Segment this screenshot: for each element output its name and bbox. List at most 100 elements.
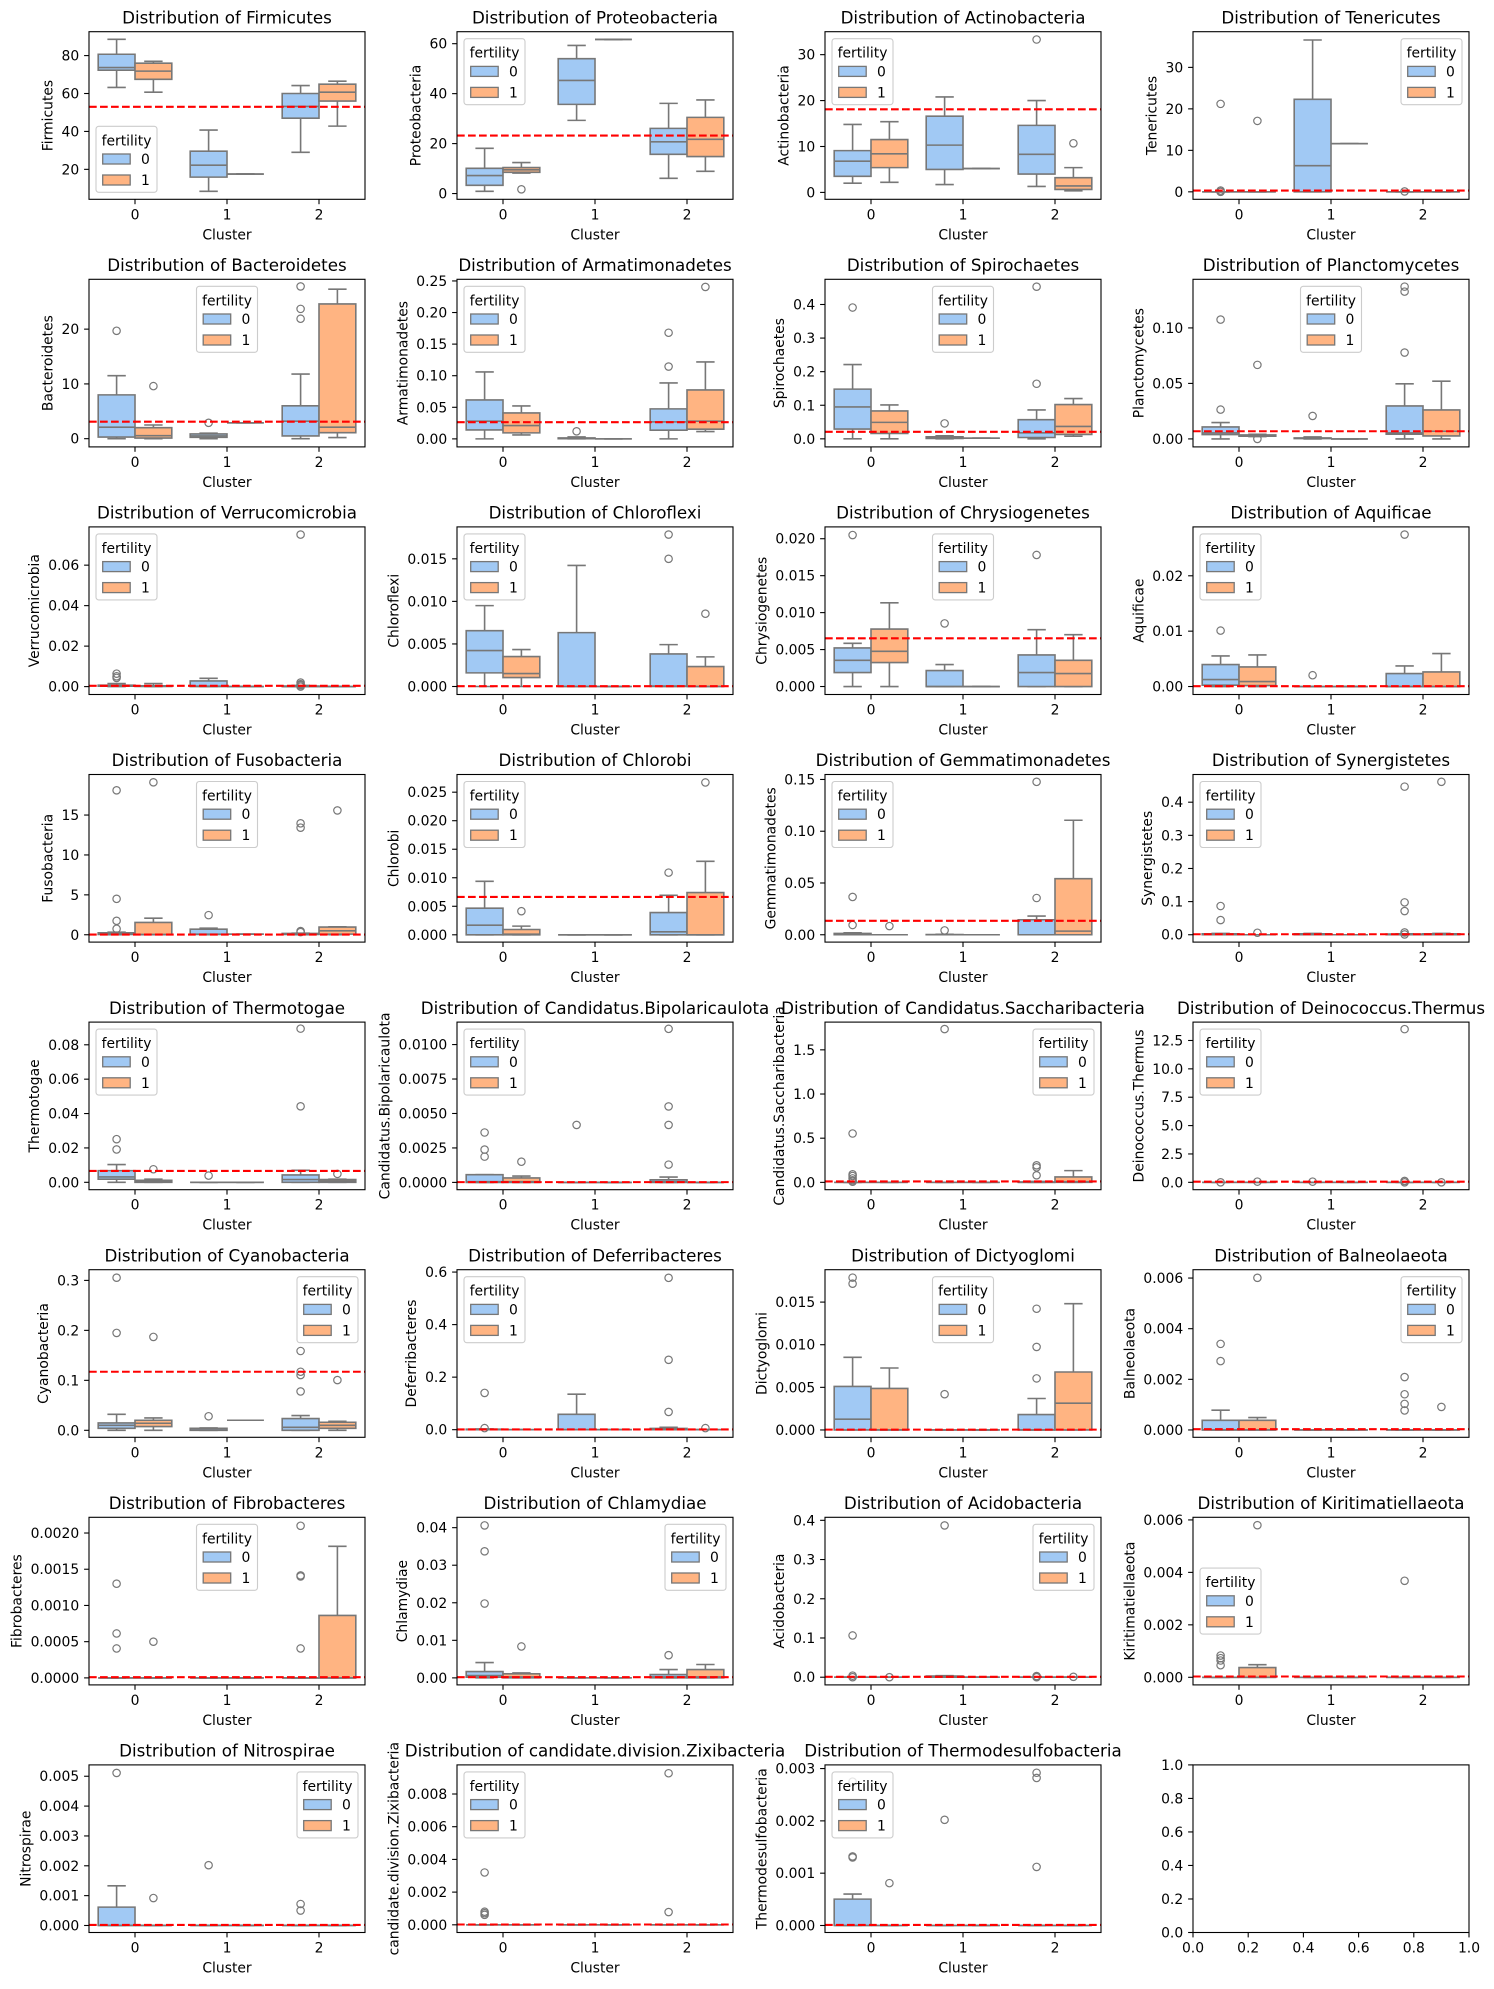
legend-swatch-fertility-1 [470,86,499,99]
outlier-point [1253,434,1262,444]
y-tick-label: 0.25 [416,274,447,290]
box-fertility-0-cluster-1 [190,1171,227,1184]
x-axis: 0 1 2 [1235,1189,1427,1214]
y-tick-label: 0.0010 [31,1598,80,1614]
x-tick-label: 2 [683,950,692,966]
y-axis-label: Candidatus.Saccharibacteria [772,1006,788,1205]
outlier-point [1400,530,1409,539]
legend-label-fertility-1: 1 [509,581,518,597]
x-tick-label: 2 [1419,1445,1428,1461]
outlier-point [112,1134,121,1144]
legend-swatch-fertility-1 [671,1572,700,1584]
y-tick-label: 2.5 [1161,1147,1183,1163]
y-tick-label: 0.002 [39,1859,79,1875]
x-tick-label: 0 [499,1445,508,1461]
y-axis-label: Spirochaetes [772,318,788,408]
boxes [465,778,725,936]
x-tick-label: 2 [315,950,324,966]
y-tick-label: 0.2 [1161,861,1183,877]
legend: fertility 0 1 [1400,38,1463,106]
box-fertility-1-cluster-2 [318,80,357,127]
y-tick-label: 1.5 [793,1043,815,1059]
x-tick-label: 1 [591,1941,600,1957]
y-tick-label: 0.01 [1152,624,1183,640]
outlier-point [480,1910,489,1920]
legend-title: fertility [202,1531,252,1547]
legend-swatch-fertility-1 [1039,1572,1068,1584]
y-tick-label: 10.0 [1152,1062,1183,1078]
legend-title: fertility [303,1779,353,1795]
outlier-point [1032,379,1041,389]
subplot-acidobacteria: 0.0 0.1 0.2 0.3 0.4 0 1 2 Cluster Acidobacteria Di… [772,1493,1102,1729]
outlier-point [664,1355,673,1365]
y-tick-label: 0.0 [793,432,815,448]
x-tick-label: 2 [315,1198,324,1214]
x-tick-label: 0 [1235,1198,1244,1214]
y-axis-label: Nitrospirae [18,1811,34,1887]
outlier-point [940,1024,949,1034]
axes-frame [88,1269,366,1438]
outlier-point [848,1171,857,1181]
y-axis: 0.000 0.005 0.010 0.015 [775,1295,825,1439]
legend-title: fertility [1407,46,1457,62]
y-axis: 0 20 40 60 [430,37,457,203]
x-axis: 0 1 2 [131,199,324,223]
legend-swatch-fertility-1 [102,174,131,186]
x-tick-label: 1 [959,1941,968,1957]
outlier-point [1216,1356,1225,1366]
outlier-point [296,823,305,832]
y-axis: 0.00 0.05 0.10 0.15 [784,772,825,944]
x-tick-label: 0 [131,1693,140,1709]
outlier-point [1216,901,1225,911]
outlier-point [149,778,158,787]
legend-swatch-fertility-1 [202,829,232,841]
x-axis: 0 1 2 [131,1684,323,1709]
outlier-point [1069,138,1078,148]
x-tick-label: 2 [315,207,324,223]
x-axis: 0 1 2 [499,1437,691,1461]
outlier-point [112,1579,121,1589]
boxes [465,530,725,688]
legend-label-fertility-1: 1 [1245,581,1254,597]
x-tick-label: 1 [959,1445,968,1461]
outlier-point [112,669,121,678]
y-axis: 0.000 0.002 0.004 0.006 [1143,1513,1193,1686]
y-tick-label: 0.02 [48,639,79,655]
subplot-fibrobacteres: 0.0000 0.0005 0.0010 0.0015 0.0020 0 1 2 Cluster… [10,1493,366,1729]
outlier-point [149,1164,158,1174]
box-fertility-0-cluster-2 [1017,550,1056,688]
y-tick-label: 0.0000 [399,1175,448,1191]
y-tick-label: 10 [62,848,80,864]
y-axis: 0 10 20 30 [798,48,825,201]
y-axis-label: Synergistetes [1140,811,1156,906]
plot-title: Distribution of Thermodesulfobacteria [804,1741,1122,1761]
y-tick-label: 0.03 [416,1558,447,1574]
x-axis-label: Cluster [202,1713,252,1729]
y-axis-label: Deinococcus.Thermus [1131,1029,1147,1182]
x-axis-label: Cluster [938,1961,988,1977]
x-axis: 0 1 2 [867,942,1059,966]
outlier-point [572,1120,581,1130]
y-tick-label: 0.4 [425,1318,447,1334]
y-axis: 0.0000 0.0025 0.0050 0.0075 0.0100 [399,1038,457,1191]
y-axis: 0.000 0.002 0.004 0.006 0.008 [407,1787,457,1934]
outlier-point [1253,360,1262,370]
x-tick-label: 1 [223,950,232,966]
box-body [1017,124,1056,175]
legend-title: fertility [838,46,888,62]
outlier-point [1437,1402,1446,1412]
outlier-point [517,185,526,194]
outlier-point [204,418,213,428]
legend: fertility 0 1 [95,1028,158,1096]
legend-label-fertility-0: 0 [1245,1594,1254,1610]
y-tick-label: 0.000 [775,1423,815,1439]
outlier-point [1032,1304,1041,1314]
plot-title: Distribution of Armatimonadetes [458,255,731,275]
x-tick-label: 0 [867,1198,876,1214]
x-tick-label: 1 [223,455,232,471]
plot-title: Distribution of Acidobacteria [844,1493,1082,1513]
plot-title: Distribution of Proteobacteria [472,7,718,27]
outlier-point [1400,1399,1409,1409]
legend-swatch-fertility-0 [1206,808,1235,820]
y-tick-label: 0.04 [48,1107,79,1123]
